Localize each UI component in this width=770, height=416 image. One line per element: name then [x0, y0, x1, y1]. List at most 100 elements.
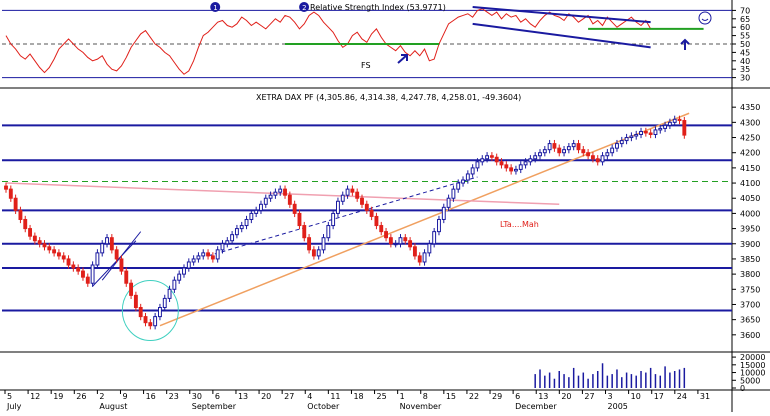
candle-body — [345, 188, 350, 196]
xtick-label-22: 6 — [515, 392, 520, 401]
candle-body — [129, 282, 134, 296]
candle-body — [581, 149, 586, 154]
candle-body — [220, 243, 225, 251]
price-trendline-1 — [5, 182, 560, 206]
candle-body — [191, 258, 196, 263]
price-annotation: LTa....Mah — [500, 220, 539, 229]
candle-body — [138, 307, 143, 318]
candle-body — [364, 203, 369, 211]
candle-body — [470, 167, 475, 175]
xtick-label-12: 27 — [284, 392, 294, 401]
month-label-5: December — [515, 402, 557, 411]
candle-body — [234, 228, 239, 236]
rsi-ytick-label-6: 60 — [740, 23, 750, 32]
xtick-label-18: 8 — [423, 392, 428, 401]
price-ytick-label-1: 3650 — [740, 316, 760, 325]
candle-body — [76, 267, 81, 272]
candle-body — [615, 143, 619, 149]
candle-body — [316, 249, 321, 257]
xtick-label-27: 10 — [631, 392, 641, 401]
candle-body — [278, 188, 283, 193]
month-label-6: 2005 — [608, 402, 628, 411]
candle-body — [259, 203, 263, 211]
candle-body — [186, 261, 191, 269]
candle-body — [114, 249, 119, 260]
rsi-ytick-label-3: 45 — [740, 48, 750, 57]
rsi-trendline-1 — [472, 22, 651, 49]
price-ytick-label-9: 4050 — [740, 194, 760, 203]
candle-body — [8, 188, 13, 199]
rsi-marker-2 — [299, 2, 310, 12]
rsi-ytick-label-1: 35 — [740, 65, 750, 74]
price-ytick-label-3: 3750 — [740, 285, 760, 294]
candle-body — [422, 252, 427, 263]
candle-body — [61, 255, 66, 260]
rsi-ytick-label-5: 55 — [740, 32, 750, 41]
candle-body — [542, 149, 547, 154]
xtick-label-20: 22 — [469, 392, 479, 401]
candle-body — [225, 240, 230, 245]
price-ellipse — [121, 280, 179, 342]
candle-body — [210, 255, 215, 260]
candle-body — [648, 132, 653, 135]
candle-body — [494, 156, 499, 163]
candle-body — [658, 127, 663, 131]
candle-body — [360, 197, 364, 205]
candle-body — [629, 135, 634, 139]
candle-body — [177, 273, 182, 281]
vol-ytick-label-4: 0 — [740, 384, 745, 393]
candle-body — [388, 237, 393, 245]
candle-body — [85, 276, 90, 284]
xtick-label-8: 30 — [192, 392, 202, 401]
candle-body — [355, 191, 360, 199]
candle-body — [90, 264, 95, 284]
candle-body — [283, 188, 287, 196]
candle-body — [307, 237, 312, 251]
candle-body — [552, 143, 557, 149]
candle-body — [571, 143, 576, 148]
rsi-marker-1 — [210, 2, 221, 12]
xtick-label-26: 3 — [608, 392, 613, 401]
xtick-label-7: 23 — [169, 392, 179, 401]
axis-panel: 5 12 19 26 2 9 16 23 30 6 13 20 27 4 11 18 25 1 8 15 22 29 6 13… — [4, 390, 710, 411]
candle-body — [81, 270, 85, 278]
candle-body — [28, 228, 32, 237]
candle-body — [427, 243, 432, 254]
candle-body — [518, 164, 523, 170]
candle-body — [182, 267, 186, 275]
candle-body — [196, 255, 201, 260]
candle-body — [297, 212, 302, 227]
candle-body — [331, 212, 336, 227]
price-trendline-0 — [159, 112, 690, 327]
price-ytick-label-6: 3900 — [740, 240, 760, 249]
price-ytick-label-2: 3700 — [740, 300, 760, 309]
rsi-arrow-2 — [680, 38, 690, 50]
candle-body — [124, 270, 129, 284]
xtick-label-16: 25 — [377, 392, 387, 401]
price-ytick-label-4: 3800 — [740, 270, 760, 279]
candle-body — [489, 155, 494, 158]
candle-body — [393, 243, 398, 246]
price-ytick-label-10: 4100 — [740, 179, 760, 188]
candle-body — [230, 234, 235, 242]
price-trendline-3 — [92, 240, 137, 287]
candle-body — [528, 158, 533, 163]
xtick-label-2: 19 — [53, 392, 63, 401]
month-label-4: November — [400, 402, 442, 411]
xtick-label-1: 12 — [30, 392, 40, 401]
candle-body — [148, 322, 153, 327]
candle-body — [595, 158, 600, 163]
xtick-label-28: 17 — [654, 392, 664, 401]
price-ytick-label-12: 4200 — [740, 149, 760, 158]
price-ytick-label-8: 4000 — [740, 209, 760, 218]
candle-body — [412, 246, 417, 257]
candle-body — [475, 161, 480, 169]
candle-body — [514, 168, 518, 172]
candle-body — [119, 258, 124, 272]
candle-body — [672, 118, 677, 123]
candle-body — [379, 225, 384, 233]
rsi-title: Relative Strength Index (53.9771) — [310, 3, 446, 12]
candle-body — [576, 143, 581, 151]
